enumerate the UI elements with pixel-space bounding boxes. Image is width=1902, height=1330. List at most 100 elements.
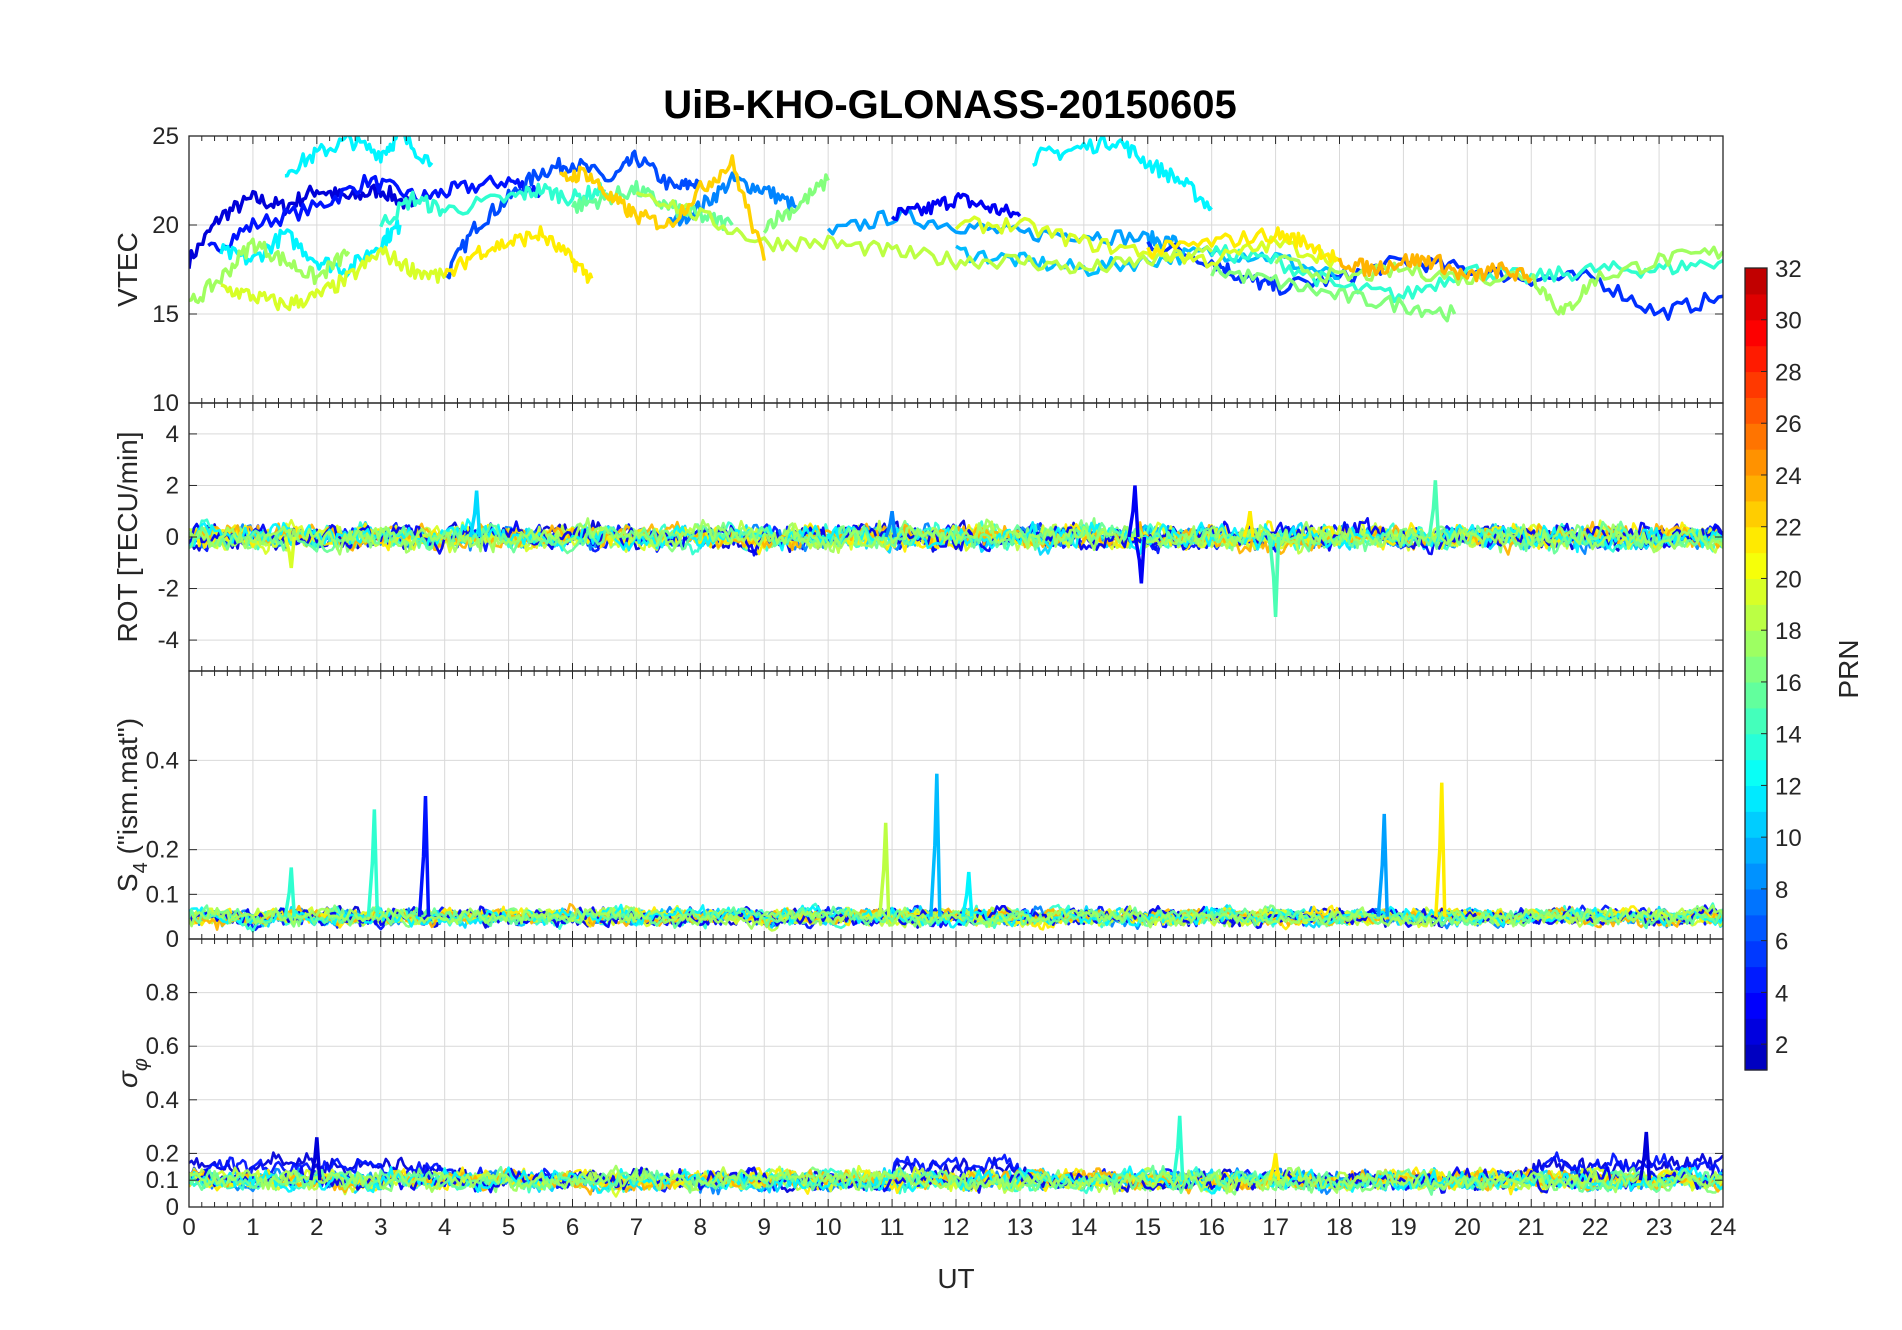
vtec-series-prn-17 [1210,263,1457,323]
colorbar-frame [1744,267,1768,1071]
colorbar-segment [1745,552,1767,580]
colorbar-tick-label: 32 [1775,256,1802,283]
colorbar-segment [1745,811,1767,838]
colorbar-segment [1745,681,1767,709]
panel-vtec-ytick-label: 15 [152,301,179,328]
colorbar-segment [1745,500,1767,528]
colorbar-segment [1745,992,1767,1019]
colorbar-tick-label: 6 [1775,929,1788,956]
panel-sigma_phi-ytick-label: 0 [166,1194,179,1221]
colorbar-segment [1745,1044,1767,1071]
panel-s4-spike-prn-12 [961,871,974,917]
panel-vtec-ytick-label: 20 [152,212,179,239]
panel-rot-spike-prn-8 [884,510,897,538]
panel-rot-ytick-label: 0 [166,524,179,551]
colorbar-tick-label: 22 [1775,515,1802,542]
colorbar-segment [1745,319,1767,347]
panel-rot-spike-prn-3 [1127,485,1140,538]
panel-rot: -4 -2 0 2 4 ROT [TECU/min] [112,402,1724,672]
panel-s4-ytick-label: 0.4 [146,747,179,774]
panel-rot-trace-prn-16 [189,520,1723,555]
colorbar-segment [1745,888,1767,916]
panel-vtec: 10 15 20 25 VTEC [112,123,1724,417]
vtec-series-prn-2 [189,183,415,269]
panel-vtec-ytick-label: 25 [152,123,179,150]
colorbar-tick-label: 18 [1775,618,1802,645]
vtec-series-prn-23 [559,154,767,261]
panel-rot-spike-prn-20 [283,536,297,569]
colorbar-segment [1745,268,1767,295]
x-tick-label: 4 [438,1214,451,1241]
vtec-series-prn-17 [762,173,830,234]
panel-rot-spike-prn-11 [468,490,482,538]
panel-rot-spike-prn-15 [1427,480,1441,538]
panel-s4-spike-prn-19 [877,822,891,917]
vtec-series-prn-12 [284,136,434,178]
chart-title: UiB-KHO-GLONASS-20150605 [663,83,1237,127]
x-tick-label: 19 [1390,1214,1417,1241]
x-axis-label: UT [937,1263,974,1294]
x-tick-label: 15 [1134,1214,1161,1241]
colorbar-segment [1745,578,1767,605]
x-tick-label: 12 [943,1214,970,1241]
panel-sigma_phi-ylabel-sub: φ [130,1058,152,1071]
panel-s4-data [189,773,1723,933]
panel-rot-spike-prn-3 [1133,536,1147,584]
panel-s4: 00.10.20.4S4 ("ism.mat") [112,670,1724,953]
colorbar-segment [1745,293,1767,321]
colorbar-label: PRN [1833,639,1864,698]
panel-s4-spike-prn-22 [1434,782,1447,917]
panel-sigma_phi-trace-prn-18 [189,1164,1723,1195]
panel-s4-spike-prn-14 [366,809,380,917]
x-tick-label: 13 [1007,1214,1034,1241]
vtec-series-prn-4 [207,173,542,254]
vtec-series-prn-24 [1337,253,1533,284]
vtec-series-prn-22 [443,225,594,284]
x-tick-label: 10 [815,1214,842,1241]
x-tick-label: 20 [1454,1214,1481,1241]
colorbar-tick-label: 2 [1775,1032,1788,1059]
vtec-series-prn-18 [189,237,351,305]
vtec-series-prn-6 [444,149,702,280]
panel-s4-ylabel-rest: ("ism.mat") [112,718,143,862]
panel-rot-ytick-label: -4 [158,627,179,654]
panel-s4-ytick-label: 0.1 [146,881,179,908]
panel-sigma_phi-trace-prn-16 [189,1164,1723,1196]
colorbar-segment [1745,940,1767,968]
x-tick-label: 22 [1582,1214,1609,1241]
x-tick-label: 14 [1070,1214,1097,1241]
vtec-series-prn-18 [1274,245,1723,316]
panel-s4-ylabel: S4 ("ism.mat") [112,718,152,892]
colorbar-tick-label: 30 [1775,308,1802,335]
panel-rot-data [189,480,1723,617]
panel-sigma_phi-spike-prn-2 [1638,1131,1652,1181]
panel-rot-spike-prn-15 [1267,536,1281,617]
panel-s4-ylabel-sub: 4 [130,862,152,873]
x-tick-label: 8 [694,1214,707,1241]
panel-vtec-data [189,136,1723,323]
x-tick-label: 6 [566,1214,579,1241]
vtec-series-prn-22 [1146,226,1341,263]
colorbar-tick-label: 14 [1775,722,1802,749]
panel-s4-ylabel-main: S [112,873,143,892]
colorbar-segment [1745,345,1767,373]
x-tick-label: 18 [1326,1214,1353,1241]
x-tick-label: 2 [310,1214,323,1241]
panel-sigma_phi-ylabel: σφ [112,1058,152,1088]
panel-s4-ytick-label: 0.2 [146,837,179,864]
vtec-series-prn-16 [570,179,734,232]
x-tick-label: 21 [1518,1214,1545,1241]
panel-s4-ytick-label: 0 [166,926,179,953]
colorbar-segment [1745,449,1767,476]
colorbar-tick-label: 8 [1775,877,1788,904]
colorbar-tick-label: 20 [1775,566,1802,593]
panel-sigma_phi: 00.10.2 0.4 0.6 0.8 σφ [112,938,1724,1221]
x-tick-label: 3 [374,1214,387,1241]
panel-sigma_phi-spike-prn-22 [1267,1153,1281,1181]
colorbar-segment [1745,630,1767,657]
vtec-series-prn-14 [379,181,607,228]
panel-sigma_phi-ytick-label: 0.8 [146,980,179,1007]
